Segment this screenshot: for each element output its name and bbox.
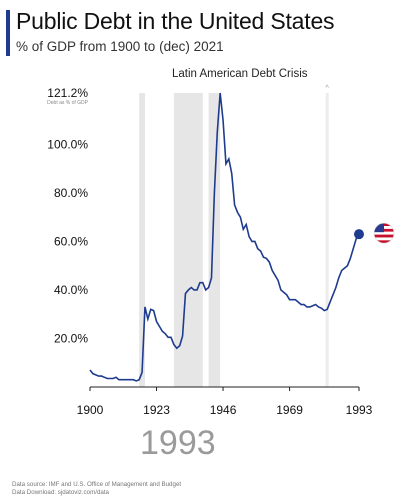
- page-title: Public Debt in the United States: [16, 8, 335, 34]
- y-tick-label: 60.0%: [54, 234, 88, 248]
- series-end-dot: [354, 229, 364, 240]
- footer-download: Data Download: sjdatoviz.com/data: [12, 489, 109, 496]
- x-axis: 1900 1923 1946 1969 1993: [77, 386, 373, 417]
- x-tick-label: 1946: [210, 403, 237, 417]
- shaded-period-0: [139, 93, 145, 387]
- vertical-marker-caret: ^: [326, 85, 330, 92]
- shaded-period-2: [208, 93, 221, 387]
- page-subtitle: % of GDP from 1900 to (dec) 2021: [16, 39, 224, 54]
- y-max-label: 121.2%: [47, 86, 88, 100]
- debt-series-line: [89, 92, 360, 382]
- shaded-period-1: [173, 93, 203, 387]
- title-accent-bar: [6, 10, 10, 56]
- x-tick-label: 1900: [77, 403, 104, 417]
- y-tick-label: 80.0%: [54, 186, 88, 200]
- shaded-periods: [139, 93, 221, 387]
- y-axis-note: Debt as % of GDP: [47, 100, 89, 106]
- current-year-label: 1993: [140, 424, 216, 462]
- x-tick-label: 1969: [276, 403, 303, 417]
- y-axis: 20.0% 40.0% 60.0% 80.0% 100.0% 121.2%Debt as …: [47, 86, 89, 345]
- us-flag-icon: [373, 222, 395, 244]
- footer-source: Data source: IMF and U.S. Office of Mana…: [12, 481, 182, 488]
- y-tick-label: 20.0%: [54, 331, 88, 345]
- footer: Data source: IMF and U.S. Office of Mana…: [12, 481, 181, 497]
- x-tick-label: 1923: [143, 403, 170, 417]
- event-annotation: Latin American Debt Crisis: [172, 68, 308, 80]
- vertical-markers: ^: [326, 85, 330, 387]
- y-tick-label: 100.0%: [47, 137, 88, 151]
- x-tick-label: 1993: [346, 403, 373, 417]
- y-tick-label: 40.0%: [54, 283, 88, 297]
- vertical-marker-0: [325, 93, 329, 387]
